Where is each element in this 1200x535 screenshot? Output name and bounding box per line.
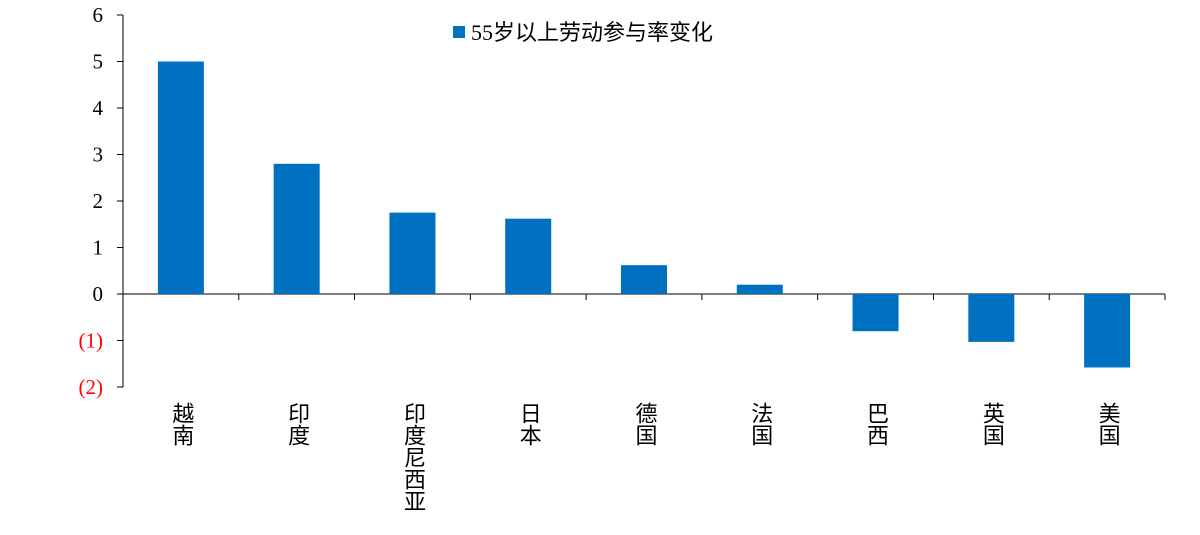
category-label-1: 印度 [284,402,310,446]
bar-2 [389,212,436,294]
y-tick-label: (2) [79,375,104,399]
category-label-8: 美国 [1095,402,1121,446]
category-label-0: 越南 [168,402,194,446]
bars [157,61,1131,368]
y-tick-label: 5 [93,50,104,74]
y-axis: 6 5 4 3 2 1 0 (1) (2) [79,3,124,399]
category-label-3: 日本 [516,402,542,446]
legend-swatch [453,26,465,38]
legend-label: 55岁以上劳动参与率变化 [471,20,713,45]
y-tick-label: (1) [79,329,104,353]
y-tick-label: 6 [93,3,104,27]
bar-8 [1084,294,1131,368]
y-tick-label: 0 [93,282,104,306]
y-tick-label: 1 [93,236,104,260]
bar-3 [505,218,552,294]
category-label-7: 英国 [979,402,1005,446]
bar-1 [273,163,320,294]
category-label-2: 印度尼西亚 [400,402,426,512]
y-tick-label: 3 [93,143,104,167]
bar-0 [157,61,204,294]
legend: 55岁以上劳动参与率变化 [453,20,713,45]
category-labels: 越南 印度 印度尼西亚 日本 德国 法国 巴西 英国 美国 [168,402,1120,512]
category-label-5: 法国 [747,402,773,446]
bar-6 [852,294,899,332]
bar-5 [736,284,783,294]
category-label-4: 德国 [632,402,658,446]
category-label-6: 巴西 [863,402,888,446]
bar-4 [621,265,667,294]
bar-7 [968,294,1015,342]
y-tick-label: 2 [93,189,104,213]
y-tick-label: 4 [93,96,104,120]
